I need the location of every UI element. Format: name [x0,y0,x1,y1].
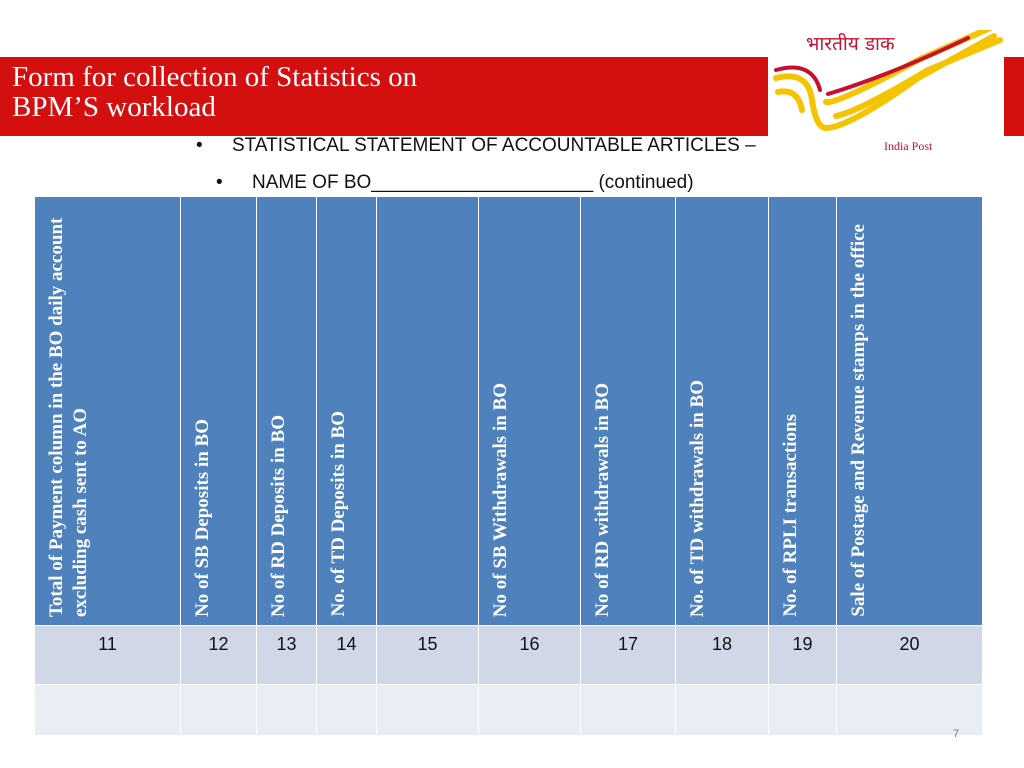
header-label: No. of TD withdrawals in BO [687,379,708,617]
bullet-dot-icon: • [216,172,223,193]
entry-cell[interactable] [675,684,769,736]
entry-cell[interactable] [478,684,581,736]
header-cell: No of SB Deposits in BO [180,196,257,626]
header-cell: No of RD Deposits in BO [256,196,317,626]
column-number: 19 [768,625,837,685]
header-label: No of SB Deposits in BO [192,419,213,617]
header-cell: Total of Payment column in the BO daily … [34,196,181,626]
entry-cell[interactable] [34,684,181,736]
column-number: 12 [180,625,257,685]
column-number: 11 [34,625,181,685]
header-label: No. of RPLI transactions [780,414,801,617]
header-cell: No of RD withdrawals in BO [580,196,676,626]
header-cell [376,196,479,626]
bullet-bo-name: • NAME OF BO_____________________ (contin… [216,172,694,194]
header-cell: No. of TD withdrawals in BO [675,196,769,626]
column-number-row: 11 12 13 14 15 16 17 18 19 20 [34,625,983,685]
bullet-dot-icon: • [196,135,203,156]
header-label: Total of Payment column in the BO daily … [46,217,91,617]
entry-cell[interactable] [580,684,676,736]
india-post-emblem-icon [773,30,1003,132]
entry-cell[interactable] [316,684,377,736]
header-cell: No. of RPLI transactions [768,196,837,626]
entry-cell[interactable] [768,684,837,736]
column-number: 16 [478,625,581,685]
column-number: 18 [675,625,769,685]
entry-cell[interactable] [180,684,257,736]
column-number: 15 [376,625,479,685]
page-number: 7 [953,728,960,740]
slide-title: Form for collection of Statistics on BPM… [12,62,612,122]
entry-cell[interactable] [256,684,317,736]
slide-title-line2: BPM’S workload [12,91,216,123]
bullet-statement-text: STATISTICAL STATEMENT OF ACCOUNTABLE ART… [232,135,756,156]
bullet-statement: • STATISTICAL STATEMENT OF ACCOUNTABLE AR… [196,135,756,157]
header-row: Total of Payment column in the BO daily … [34,196,983,626]
header-cell: Sale of Postage and Revenue stamps in th… [836,196,983,626]
entry-cell[interactable] [376,684,479,736]
logo-english-text: India Post [884,139,933,153]
column-number: 14 [316,625,377,685]
header-label: No of SB Withdrawals in BO [490,382,511,617]
header-label: Sale of Postage and Revenue stamps in th… [848,224,869,617]
column-number: 20 [836,625,983,685]
column-number: 13 [256,625,317,685]
header-label: No of RD Deposits in BO [268,414,289,617]
slide-title-line1: Form for collection of Statistics on [12,61,418,93]
entry-row [34,684,983,736]
header-label: No. of TD Deposits in BO [328,411,349,617]
logo-hindi-text: भारतीय डाक [806,33,895,55]
statistics-table: Total of Payment column in the BO daily … [34,196,983,736]
header-label: No of RD withdrawals in BO [592,383,613,617]
bullet-bo-name-text: NAME OF BO_____________________ (continu… [252,172,694,193]
header-cell: No. of TD Deposits in BO [316,196,377,626]
entry-cell[interactable] [836,684,983,736]
header-cell: No of SB Withdrawals in BO [478,196,581,626]
column-number: 17 [580,625,676,685]
